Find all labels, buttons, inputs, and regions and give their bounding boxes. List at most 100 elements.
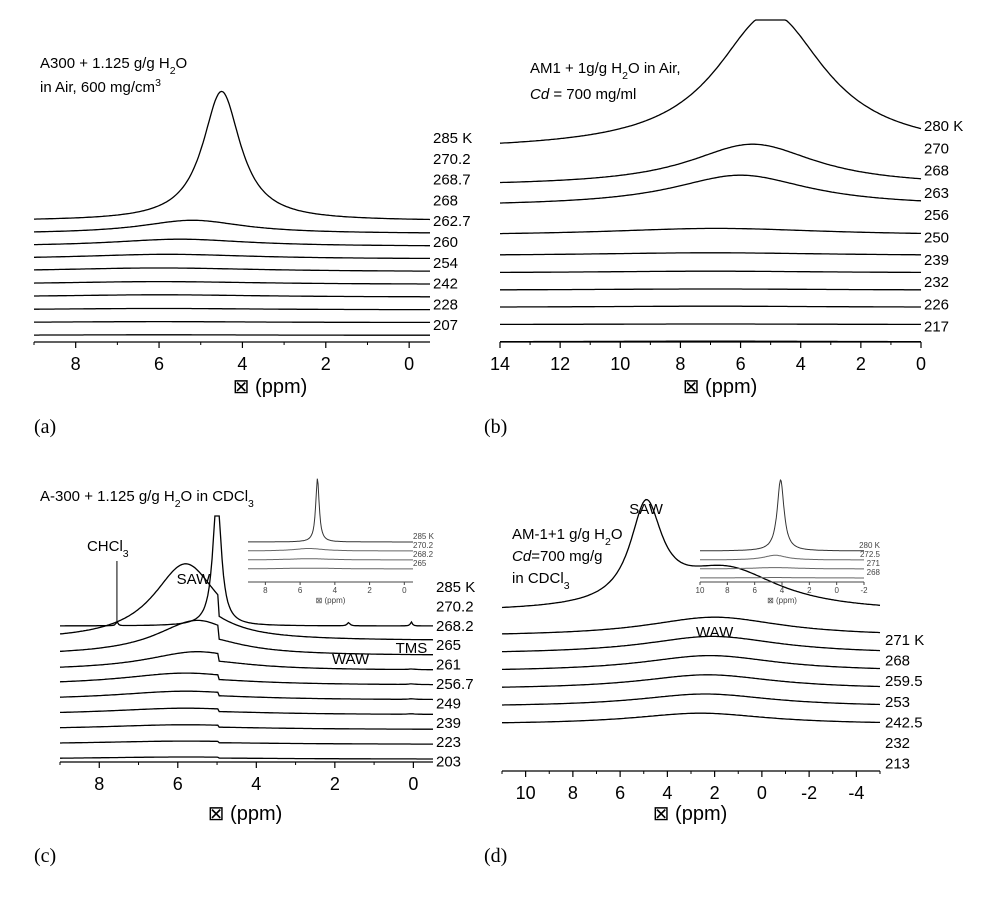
panel-b: 280 K 270 268 263 256 250 239 232 226 217 14 12 10 8 6… (484, 19, 963, 438)
inset-x-tick-label: 2 (367, 586, 372, 595)
spectrum-line (501, 498, 881, 609)
panel-title-line: A300 + 1.125 g/g H2O (40, 55, 187, 77)
spectrum-line (59, 563, 434, 641)
series-label: 254 (433, 255, 458, 272)
series-label: 280 K (924, 118, 963, 135)
series-label: 213 (885, 756, 910, 773)
series-label: 217 (924, 319, 949, 336)
inset-x-tick-label: 0 (402, 586, 407, 595)
series-label: 226 (924, 296, 949, 313)
spectrum-line (502, 712, 880, 724)
x-tick-label: 0 (404, 354, 414, 374)
x-tick-label: -2 (801, 783, 817, 803)
x-tick-label: 6 (615, 783, 625, 803)
spectrum-line (500, 174, 922, 204)
x-tick-label: 4 (237, 354, 247, 374)
inset-series-label: 268 (867, 568, 881, 577)
x-tick-label: 2 (856, 354, 866, 374)
inset-x-tick-label: 6 (298, 586, 303, 595)
spectrum-line (34, 294, 430, 298)
series-label: 268 (924, 163, 949, 180)
spectrum-line (59, 651, 433, 671)
inset-series-label: 268.2 (413, 550, 434, 559)
x-tick-label: 2 (330, 774, 340, 794)
x-tick-label: 8 (71, 354, 81, 374)
spectrum-line (499, 19, 922, 144)
series-label: 250 (924, 230, 949, 247)
x-tick-label: 4 (662, 783, 672, 803)
series-label: 253 (885, 694, 910, 711)
spectrum-line (502, 674, 880, 688)
series-label: 239 (924, 252, 949, 269)
x-tick-label: 4 (251, 774, 261, 794)
x-tick-label: 0 (757, 783, 767, 803)
panel-title-line: AM1 + 1g/g H2O in Air, (530, 60, 681, 82)
series-label: 268.7 (433, 172, 471, 189)
panel-label: (d) (484, 845, 507, 867)
series-label: 285 K (433, 130, 472, 147)
x-tick-label: 4 (796, 354, 806, 374)
spectrum-line (34, 219, 430, 234)
series-label: 228 (433, 296, 458, 313)
inset-x-tick-label: 8 (263, 586, 268, 595)
x-tick-label: 0 (408, 774, 418, 794)
x-axis-label: ⊠ (ppm) (208, 803, 283, 825)
x-tick-label: -4 (848, 783, 864, 803)
spectrum-line (60, 740, 433, 745)
spectrum-line (500, 305, 921, 308)
x-tick-label: 8 (94, 774, 104, 794)
series-label: 285 K (436, 579, 475, 596)
series-label: 207 (433, 317, 458, 334)
inset-x-tick-label: 2 (807, 586, 812, 595)
series-label: 256.7 (436, 676, 474, 693)
inset-series-label: 280 K (859, 541, 881, 550)
spectrum-line (502, 693, 881, 706)
annotation-label: SAW (177, 571, 211, 588)
spectrum-line (500, 227, 921, 235)
panel-title-line: in Air, 600 mg/cm3 (40, 77, 161, 96)
spectrum-line (34, 267, 430, 272)
spectrum-line (500, 143, 922, 184)
inset-x-tick-label: 8 (725, 586, 730, 595)
inset-series-label: 271 (867, 559, 881, 568)
spectrum-line (34, 253, 430, 260)
inset-series-label: 270.2 (413, 541, 434, 550)
panel-title-line: AM-1+1 g/g H2O (512, 526, 622, 548)
inset-x-tick-label: 4 (780, 586, 785, 595)
panel-label: (c) (34, 845, 56, 867)
spectrum-line (502, 635, 881, 653)
x-tick-label: 6 (736, 354, 746, 374)
x-tick-label: 2 (710, 783, 720, 803)
annotation-label: CHCl3 (87, 538, 129, 560)
inset-series-label: 285 K (413, 532, 435, 541)
inset-x-tick-label: 10 (696, 586, 705, 595)
series-label: 270 (924, 140, 949, 157)
x-tick-label: 12 (550, 354, 570, 374)
spectrum-line (60, 707, 433, 715)
spectrum-line (59, 724, 433, 730)
spectrum-line (33, 280, 430, 285)
x-tick-label: 6 (154, 354, 164, 374)
series-label: 256 (924, 207, 949, 224)
series-label: 262.7 (433, 213, 471, 230)
series-label: 259.5 (885, 673, 923, 690)
annotation-label: SAW (629, 501, 663, 518)
spectrum-line (502, 654, 880, 671)
x-tick-label: 14 (490, 354, 510, 374)
inset-spectrum-line (248, 548, 413, 552)
series-label: 260 (433, 234, 458, 251)
series-label: 268 (885, 653, 910, 670)
inset-x-tick-label: 4 (333, 586, 338, 595)
spectrum-line (500, 288, 921, 291)
inset-x-tick-label: -2 (860, 586, 868, 595)
series-label: 270.2 (433, 151, 471, 168)
series-label: 203 (436, 754, 461, 771)
x-tick-label: 6 (173, 774, 183, 794)
series-label: 268.2 (436, 618, 474, 635)
inset-spectrum-line (700, 554, 864, 561)
panel-a: 285 K 270.2 268.7 268 262.7 260 254 242 228 207 8 6… (33, 55, 472, 438)
